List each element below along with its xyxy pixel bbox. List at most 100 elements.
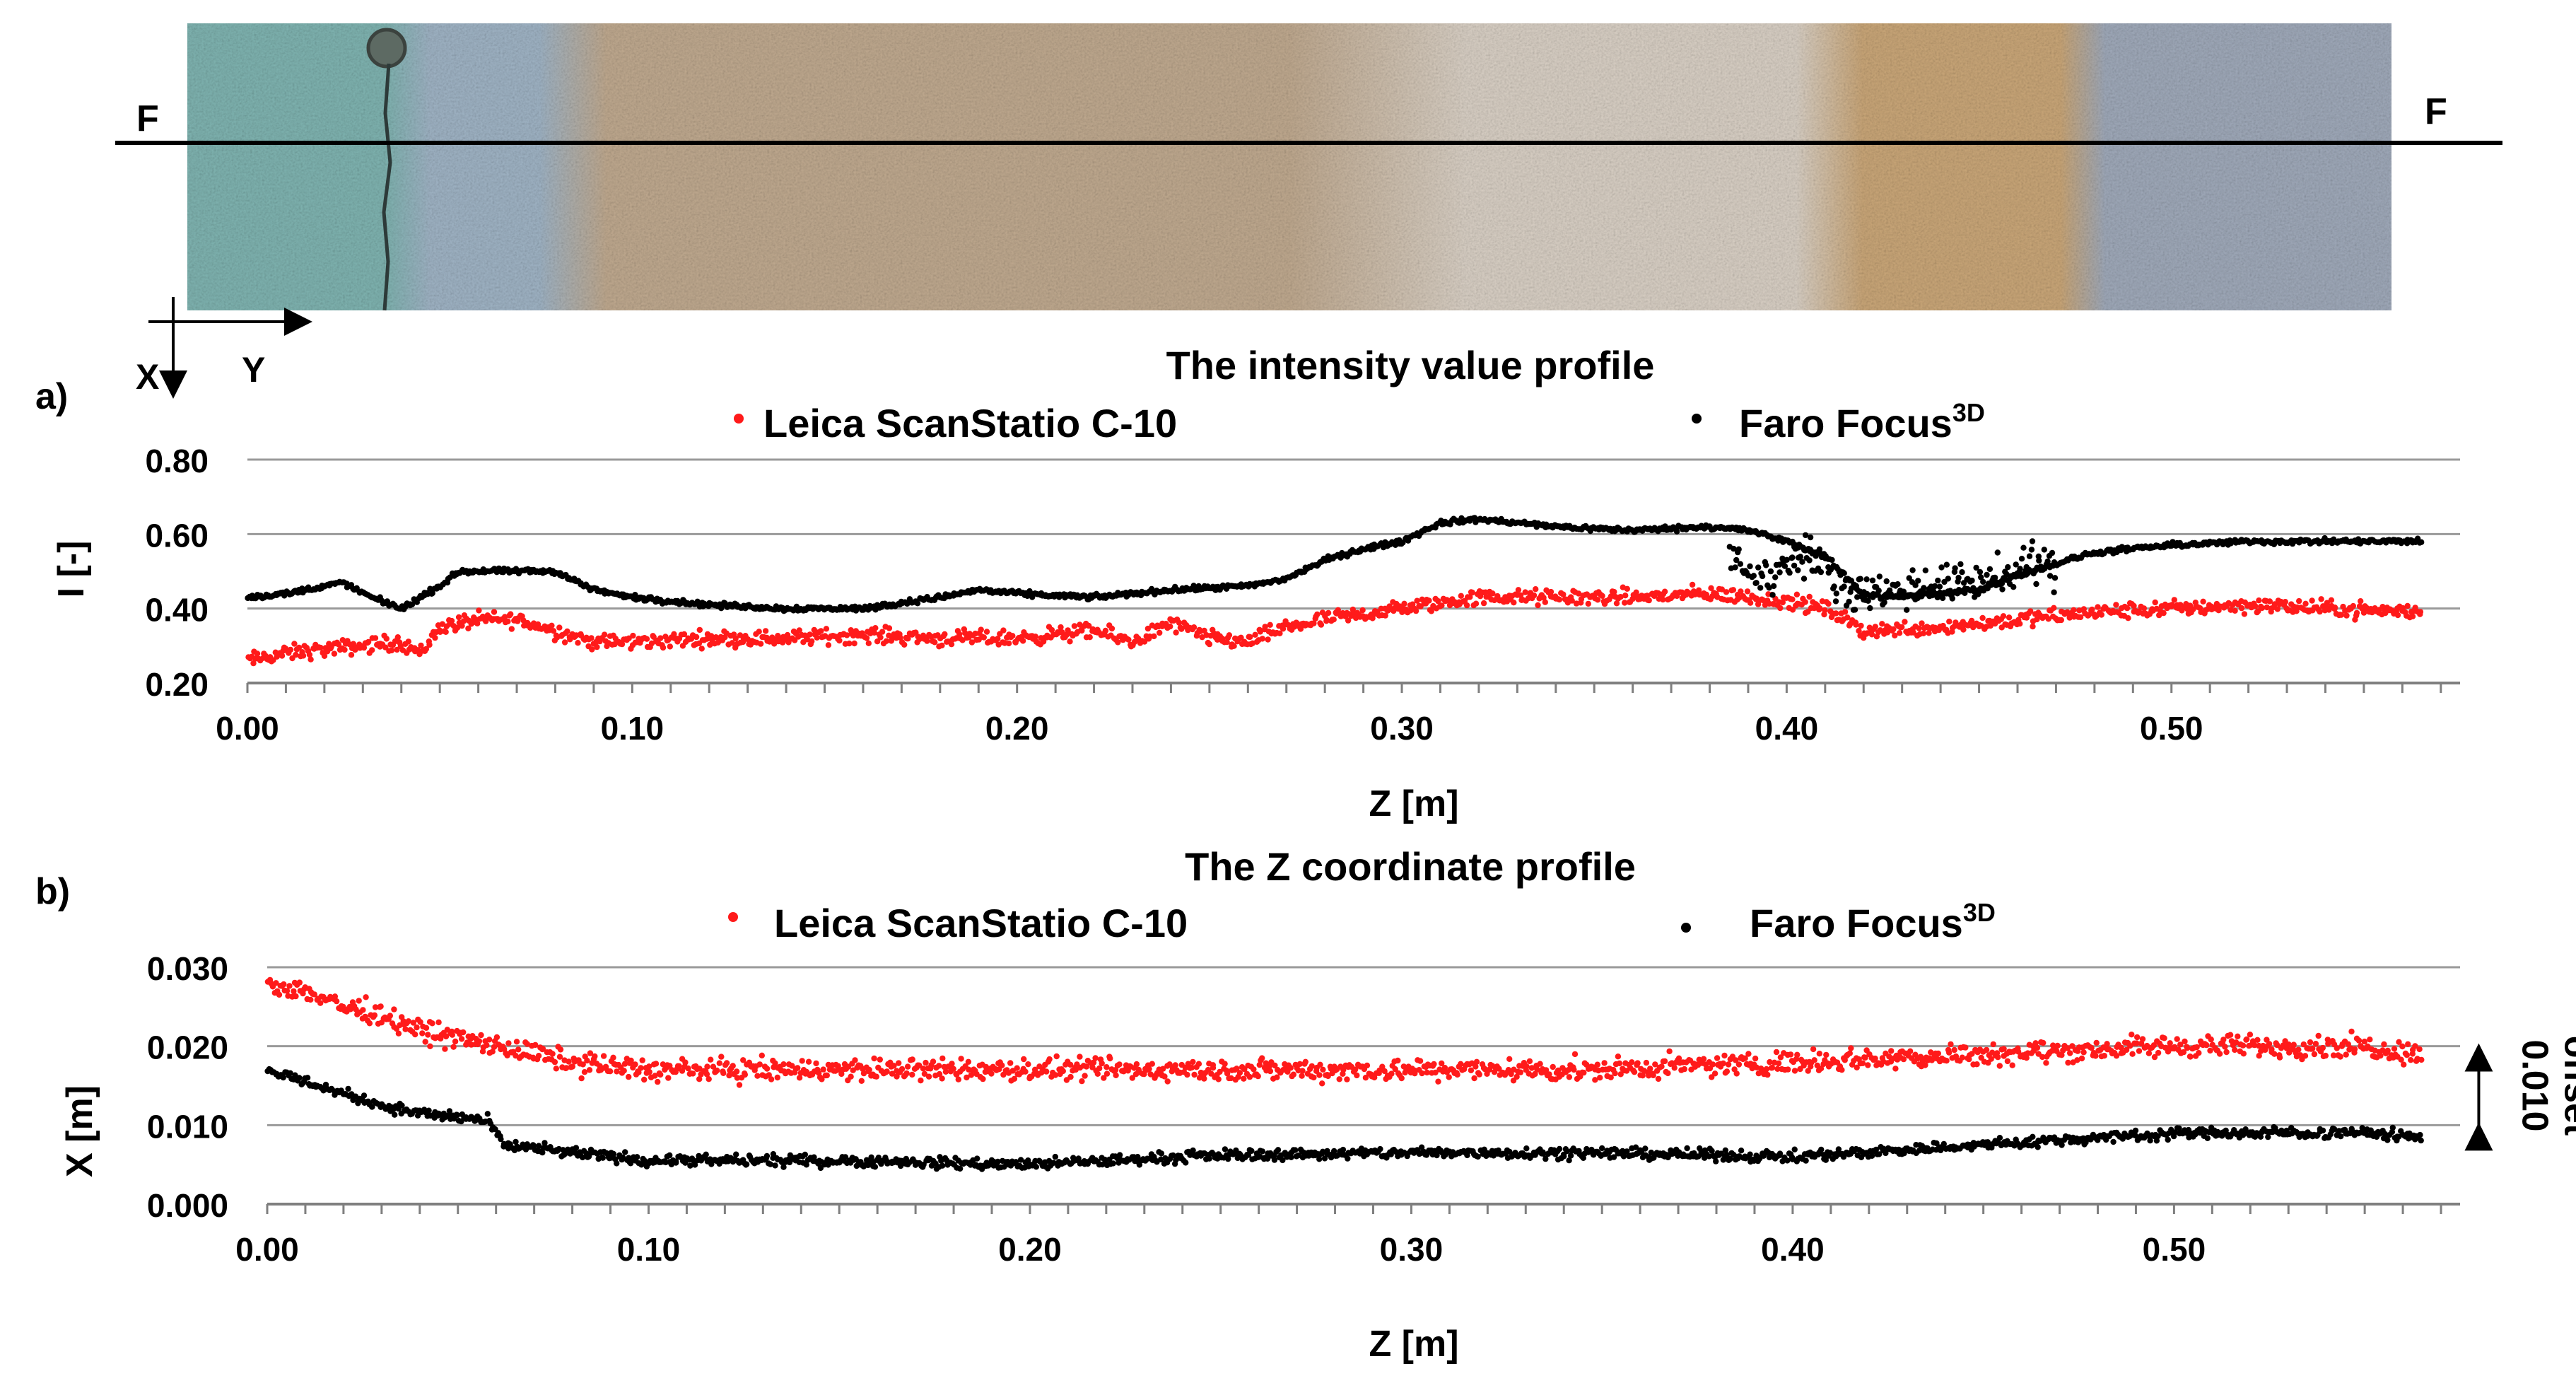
data-point xyxy=(1616,1060,1623,1067)
data-point xyxy=(1858,622,1864,629)
data-point xyxy=(2101,1053,2107,1059)
data-point xyxy=(491,609,498,615)
data-point xyxy=(1959,1054,1965,1061)
data-point xyxy=(2391,1046,2398,1052)
data-point xyxy=(350,641,357,647)
data-point xyxy=(2018,556,2025,562)
data-point xyxy=(321,653,328,659)
data-point xyxy=(2331,605,2338,611)
data-point xyxy=(729,640,736,646)
data-point xyxy=(279,653,286,659)
data-point xyxy=(508,626,515,632)
data-point xyxy=(1571,1066,1577,1073)
data-point xyxy=(1079,627,1085,634)
data-point xyxy=(1723,589,1730,595)
data-point xyxy=(1811,1057,1817,1063)
data-point xyxy=(1926,630,1932,636)
data-point xyxy=(366,1020,373,1027)
data-point xyxy=(2167,1040,2173,1046)
data-point xyxy=(2227,1032,2234,1038)
data-point xyxy=(939,1075,945,1082)
data-point xyxy=(673,1160,679,1166)
data-point xyxy=(1094,1070,1101,1078)
data-point xyxy=(1267,621,1273,628)
data-point xyxy=(667,643,673,650)
data-point xyxy=(1191,1071,1198,1078)
data-point xyxy=(1708,585,1714,591)
data-point xyxy=(814,634,820,641)
data-point xyxy=(449,1032,455,1038)
data-point xyxy=(2043,1060,2049,1066)
data-point xyxy=(1806,557,1813,564)
data-point xyxy=(871,1055,877,1062)
data-point xyxy=(2160,609,2167,617)
data-point xyxy=(1077,1053,1083,1060)
data-point xyxy=(2307,1039,2314,1046)
data-point xyxy=(1732,564,1738,571)
data-point xyxy=(1833,610,1839,617)
data-point xyxy=(1316,1072,1323,1078)
data-point xyxy=(345,1085,351,1092)
data-point xyxy=(1983,1046,1990,1053)
data-point xyxy=(566,1058,572,1065)
data-point xyxy=(1681,1066,1687,1073)
data-point xyxy=(756,1061,763,1068)
data-point xyxy=(1157,629,1163,636)
data-point xyxy=(2208,1036,2214,1043)
data-point xyxy=(2174,1036,2180,1042)
data-point xyxy=(588,635,595,641)
section-label-right: F xyxy=(2425,91,2447,132)
data-point xyxy=(513,1039,520,1045)
data-point xyxy=(291,641,298,647)
data-point xyxy=(1184,1071,1190,1078)
data-point xyxy=(610,1054,616,1061)
data-point xyxy=(1793,591,1801,597)
data-point xyxy=(2348,1028,2355,1035)
legend-marker-faro-b xyxy=(1681,923,1691,933)
data-point xyxy=(736,1082,743,1088)
data-point xyxy=(1086,622,1092,629)
data-point xyxy=(1922,567,1928,573)
data-point xyxy=(681,631,688,638)
data-point xyxy=(1571,1051,1579,1058)
data-point xyxy=(1822,607,1828,614)
data-point xyxy=(872,625,879,631)
data-point xyxy=(1426,597,1432,604)
data-point xyxy=(1755,564,1762,571)
data-point xyxy=(874,638,881,645)
data-point xyxy=(432,634,438,641)
data-point xyxy=(759,1052,766,1059)
data-point xyxy=(399,1102,405,1109)
data-point xyxy=(2139,1036,2146,1042)
data-point xyxy=(660,644,667,651)
data-point xyxy=(962,630,968,636)
data-point xyxy=(1643,1059,1650,1066)
data-point xyxy=(1151,633,1157,640)
data-point xyxy=(718,1053,725,1060)
data-point xyxy=(356,998,362,1004)
data-point xyxy=(2058,617,2064,624)
data-point xyxy=(448,617,455,624)
data-point xyxy=(2252,603,2259,609)
data-point xyxy=(2408,1057,2414,1063)
data-point xyxy=(1164,1078,1171,1085)
data-point xyxy=(1919,620,1925,626)
data-point xyxy=(1853,621,1859,628)
data-point xyxy=(1506,1056,1513,1063)
data-point xyxy=(1255,1073,1261,1080)
data-point xyxy=(592,1053,598,1060)
data-point xyxy=(865,640,872,646)
data-point xyxy=(1009,633,1016,639)
data-point xyxy=(1952,565,1958,571)
data-point xyxy=(306,651,313,658)
data-point xyxy=(1401,600,1407,607)
data-point xyxy=(1537,1061,1543,1067)
data-point xyxy=(1846,598,1852,605)
x-tick-label: 0.00 xyxy=(216,710,279,747)
legend-marker-faro xyxy=(1692,414,1702,424)
data-point xyxy=(1299,1073,1305,1079)
data-point xyxy=(1428,608,1435,614)
coordinate-axes: X Y xyxy=(136,297,312,399)
data-point xyxy=(1535,602,1541,609)
data-point xyxy=(918,1078,924,1084)
